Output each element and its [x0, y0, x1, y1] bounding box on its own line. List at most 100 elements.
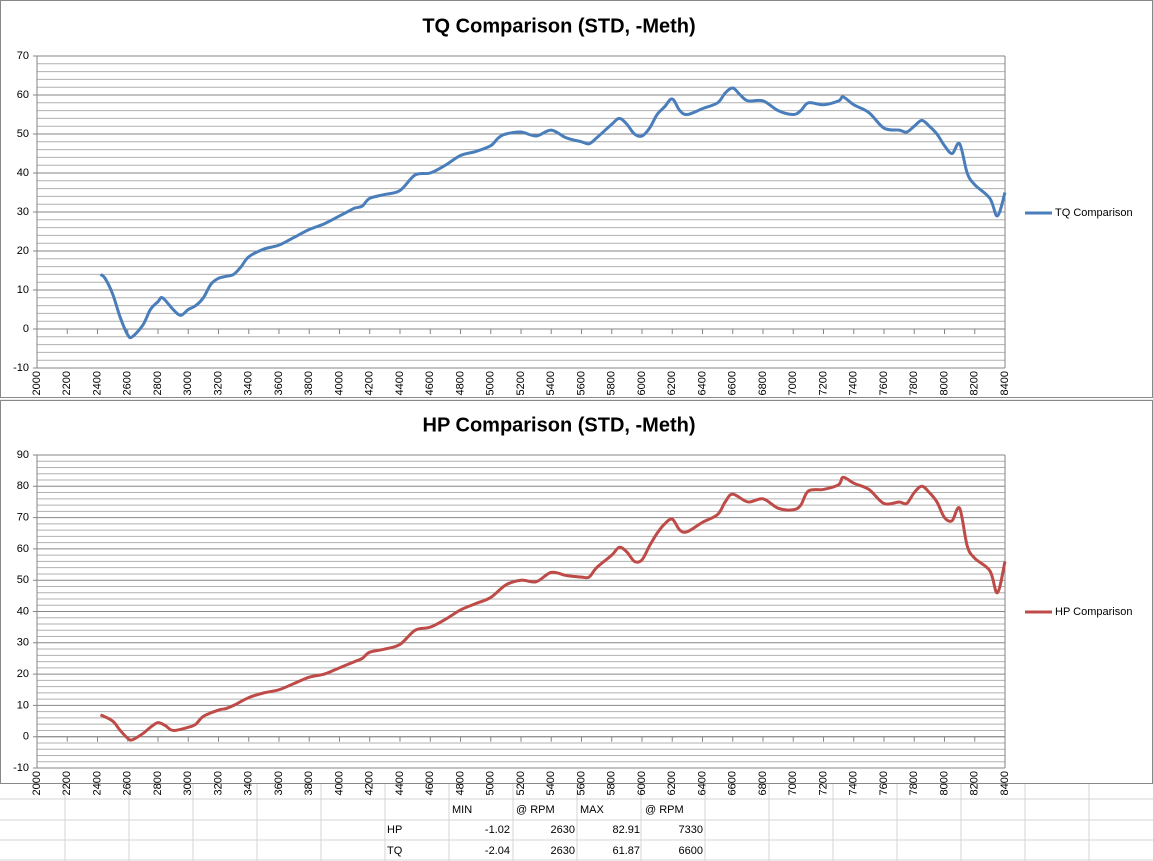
y-tick-label: 30 [17, 206, 29, 218]
x-tick-label: 6200 [666, 771, 678, 795]
x-tick-label: 6400 [696, 771, 708, 795]
x-tick-label: 6400 [696, 371, 708, 395]
x-tick-label: 4400 [394, 371, 406, 395]
y-tick-label: 70 [17, 512, 29, 524]
x-tick-label: 5200 [515, 771, 527, 795]
table-cell: 2630 [551, 824, 575, 836]
x-tick-label: 4400 [394, 771, 406, 795]
y-tick-label: 20 [17, 245, 29, 257]
x-tick-label: 4000 [333, 371, 345, 395]
line-series [99, 86, 1007, 340]
y-tick-label: 50 [17, 574, 29, 586]
table-header: @ RPM [645, 804, 684, 816]
table-cell: 2630 [551, 845, 575, 857]
x-tick-label: 4800 [454, 771, 466, 795]
x-tick-label: 4200 [364, 771, 376, 795]
x-tick-label: 6600 [727, 771, 739, 795]
x-tick-label: 3400 [243, 771, 255, 795]
x-tick-label: 2200 [61, 371, 73, 395]
y-tick-label: 40 [17, 605, 29, 617]
y-tick-label: 10 [17, 284, 29, 296]
x-tick-label: 5000 [485, 371, 497, 395]
y-tick-label: 20 [17, 668, 29, 680]
x-tick-label: 6800 [757, 371, 769, 395]
x-tick-label: 6800 [757, 771, 769, 795]
x-tick-label: 5400 [545, 771, 557, 795]
x-tick-label: 3600 [273, 371, 285, 395]
x-tick-label: 7200 [817, 771, 829, 795]
x-tick-label: 2400 [91, 371, 103, 395]
x-tick-label: 7600 [878, 771, 890, 795]
x-tick-label: 5800 [606, 771, 618, 795]
x-tick-label: 4000 [333, 771, 345, 795]
x-tick-label: 4600 [424, 771, 436, 795]
x-tick-label: 2600 [122, 371, 134, 395]
legend-label: TQ Comparison [1055, 207, 1133, 219]
y-tick-label: -10 [13, 762, 29, 774]
y-tick-label: 80 [17, 480, 29, 492]
x-tick-label: 5800 [606, 371, 618, 395]
y-tick-label: 0 [23, 323, 29, 335]
table-header: MIN [452, 804, 472, 816]
x-tick-label: 2800 [152, 771, 164, 795]
x-tick-label: 4600 [424, 371, 436, 395]
x-tick-label: 7000 [787, 371, 799, 395]
x-tick-label: 2000 [31, 371, 43, 395]
legend-label: HP Comparison [1055, 606, 1132, 618]
x-tick-label: 5000 [485, 771, 497, 795]
x-tick-label: 7400 [848, 771, 860, 795]
x-tick-label: 8000 [938, 371, 950, 395]
y-tick-label: 50 [17, 128, 29, 140]
table-cell: 82.91 [612, 824, 640, 836]
y-tick-label: 70 [17, 50, 29, 62]
table-cell: -2.04 [485, 845, 510, 857]
x-tick-label: 2000 [31, 771, 43, 795]
x-tick-label: 2400 [91, 771, 103, 795]
y-tick-label: 10 [17, 699, 29, 711]
x-tick-label: 7200 [817, 371, 829, 395]
table-cell: 6600 [679, 845, 703, 857]
x-tick-label: 6000 [636, 771, 648, 795]
chart-title: TQ Comparison (STD, -Meth) [422, 15, 695, 37]
chart-frame [0, 400, 1153, 784]
x-tick-label: 3200 [212, 371, 224, 395]
row-label: TQ [387, 845, 403, 857]
x-tick-label: 8000 [938, 771, 950, 795]
chart-frame [0, 0, 1153, 398]
x-tick-label: 7800 [908, 771, 920, 795]
x-tick-label: 4800 [454, 371, 466, 395]
y-tick-label: 60 [17, 89, 29, 101]
y-tick-label: 60 [17, 543, 29, 555]
table-cell: 61.87 [612, 845, 640, 857]
table-cell: 7330 [679, 824, 703, 836]
x-tick-label: 4200 [364, 371, 376, 395]
x-tick-label: 5600 [575, 371, 587, 395]
row-label: HP [387, 824, 402, 836]
table-header: MAX [580, 804, 605, 816]
x-tick-label: 2600 [122, 771, 134, 795]
x-tick-label: 5400 [545, 371, 557, 395]
x-tick-label: 7000 [787, 771, 799, 795]
x-tick-label: 6000 [636, 371, 648, 395]
table-header: @ RPM [516, 804, 555, 816]
x-tick-label: 7400 [848, 371, 860, 395]
x-tick-label: 3000 [182, 771, 194, 795]
x-tick-label: 3000 [182, 371, 194, 395]
x-tick-label: 3800 [303, 371, 315, 395]
x-tick-label: 7800 [908, 371, 920, 395]
x-tick-label: 3400 [243, 371, 255, 395]
line-series [99, 475, 1007, 742]
chart-title: HP Comparison (STD, -Meth) [423, 414, 696, 436]
y-tick-label: 0 [23, 731, 29, 743]
x-tick-label: 2800 [152, 371, 164, 395]
x-tick-label: 7600 [878, 371, 890, 395]
x-tick-label: 2200 [61, 771, 73, 795]
y-tick-label: 30 [17, 637, 29, 649]
table-cell: -1.02 [485, 824, 510, 836]
y-tick-label: 40 [17, 167, 29, 179]
x-tick-label: 5200 [515, 371, 527, 395]
x-tick-label: 8400 [999, 371, 1011, 395]
x-tick-label: 3800 [303, 771, 315, 795]
x-tick-label: 6600 [727, 371, 739, 395]
